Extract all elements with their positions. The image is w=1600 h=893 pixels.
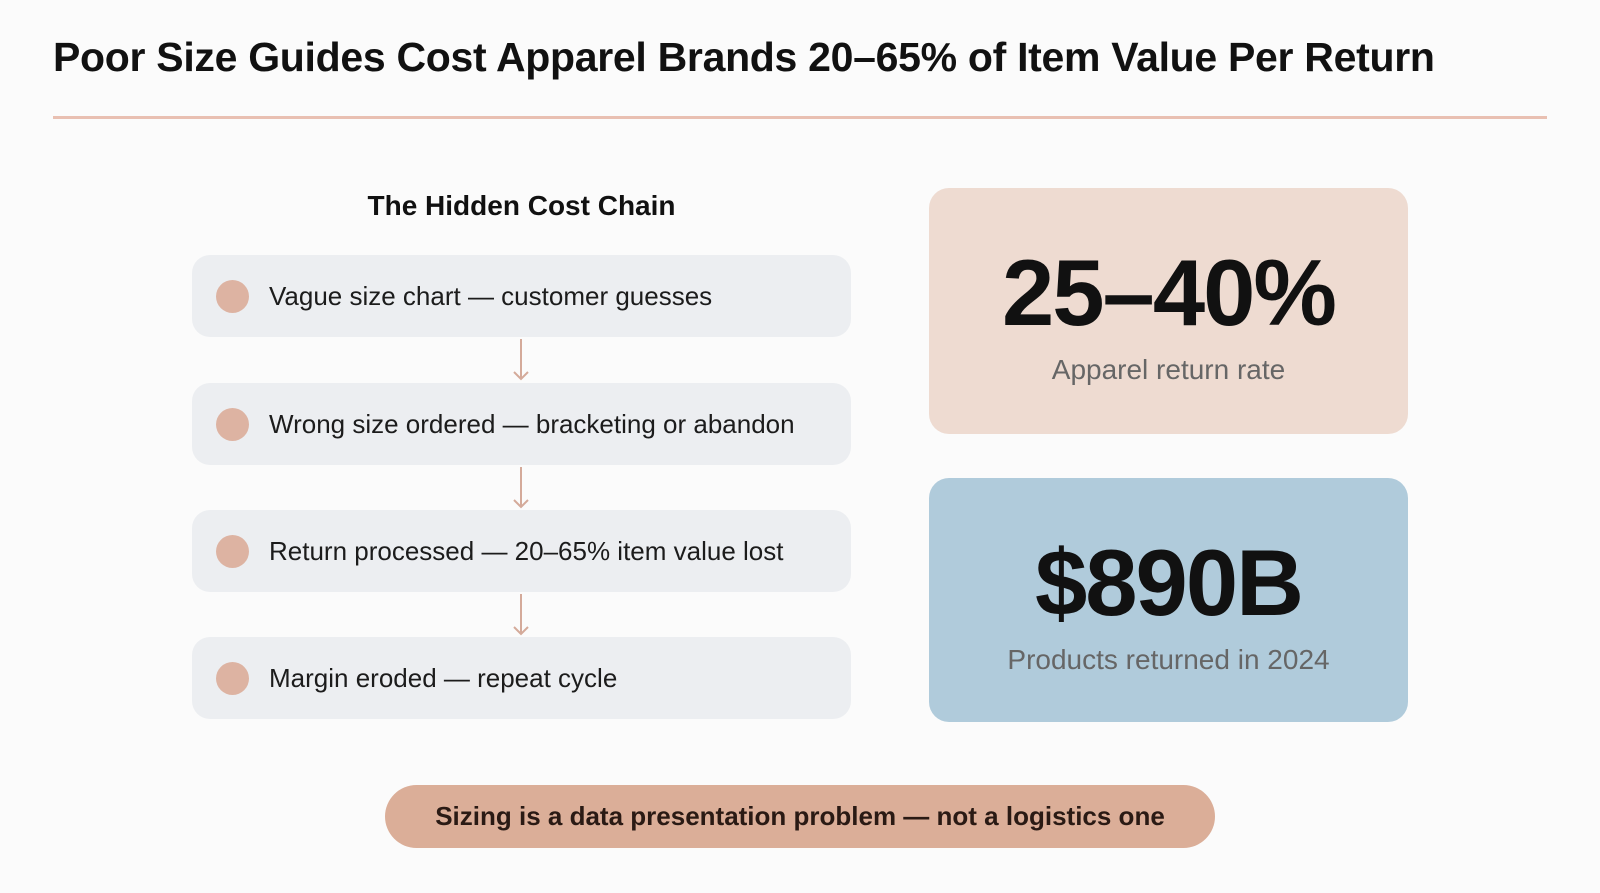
arrow [513,467,529,509]
title-rule [53,116,1547,119]
stat-card: 25–40% Apparel return rate [929,188,1408,434]
step-text: Wrong size ordered — bracketing or aband… [269,409,795,439]
step-dot [216,535,249,568]
arrow [513,594,529,636]
arrow [513,339,529,381]
chain-step: Vague size chart — customer guesses [192,255,851,337]
step-text: Margin eroded — repeat cycle [269,663,618,693]
step-text: Return processed — 20–65% item value los… [269,536,784,566]
slide-title: Poor Size Guides Cost Apparel Brands 20–… [53,34,1435,80]
stat-label: Products returned in 2024 [1007,644,1330,675]
chain-heading: The Hidden Cost Chain [367,190,676,221]
step-dot [216,662,249,695]
chain-step: Wrong size ordered — bracketing or aband… [192,383,851,465]
step-dot [216,280,249,313]
stat-label: Apparel return rate [1051,354,1286,385]
chain-step: Margin eroded — repeat cycle [192,637,851,719]
chain-step: Return processed — 20–65% item value los… [192,510,851,592]
stat-value: $890B [1035,530,1304,635]
step-dot [216,408,249,441]
stat-card: $890B Products returned in 2024 [929,478,1408,722]
footer-banner: Sizing is a data presentation problem — … [385,785,1215,848]
stat-value: 25–40% [1002,240,1337,345]
step-text: Vague size chart — customer guesses [269,281,713,311]
